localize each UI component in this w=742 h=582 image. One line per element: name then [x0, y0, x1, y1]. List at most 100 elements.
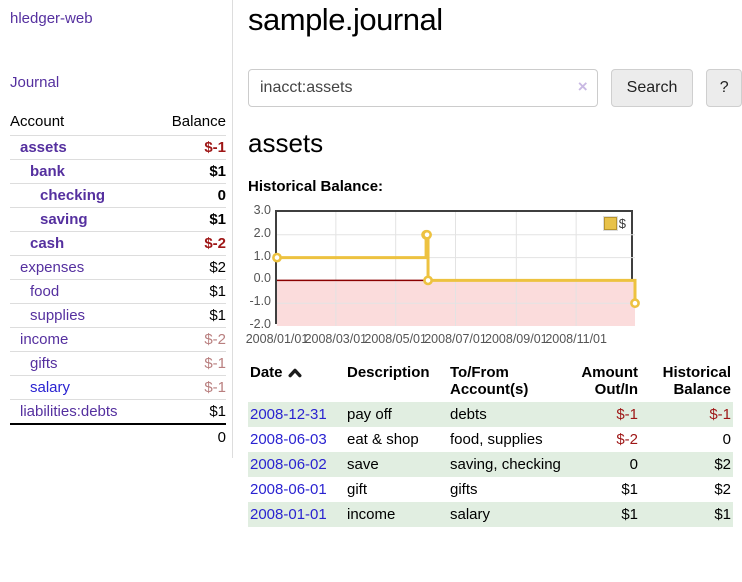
sidebar: hledger-web Journal Account Balance asse…: [0, 0, 233, 458]
account-balance: $-1: [153, 351, 226, 376]
account-balance: $1: [153, 303, 226, 328]
search-input[interactable]: [248, 69, 598, 107]
transaction-balance: $2: [714, 481, 731, 498]
account-row: cash $-2: [10, 231, 226, 256]
transaction-date-link[interactable]: 2008-12-31: [250, 406, 327, 423]
register-header-accounts: To/From Account(s): [450, 364, 529, 398]
transaction-description: gift: [347, 481, 368, 498]
x-axis-tick-label: 2008/09/01: [485, 332, 548, 346]
y-axis-tick-label: -2.0: [249, 317, 271, 331]
y-axis-tick-label: 1.0: [253, 248, 271, 263]
accounts-header-balance: Balance: [171, 113, 226, 130]
transaction-balance: 0: [722, 431, 731, 448]
chart-legend: $: [602, 216, 626, 231]
transaction-amount: $-2: [616, 431, 638, 448]
sort-ascending-icon: [288, 365, 302, 382]
transaction-balance: $1: [714, 506, 731, 523]
search-form: × Search ?: [248, 69, 742, 107]
register-table: Date Description To/From Account(s) Amou…: [248, 362, 733, 527]
account-link[interactable]: assets: [20, 139, 67, 156]
chart-title: Historical Balance:: [248, 178, 384, 195]
account-link[interactable]: food: [30, 283, 60, 300]
account-link[interactable]: checking: [40, 187, 106, 204]
transaction-date-link[interactable]: 2008-06-03: [250, 431, 327, 448]
chart-canvas: [272, 212, 640, 326]
register-header-amount: Amount Out/In: [581, 364, 638, 398]
account-row: gifts $-1: [10, 351, 226, 376]
transaction-amount: $-1: [616, 406, 638, 423]
transaction-accounts: debts: [450, 406, 487, 423]
legend-swatch: [602, 216, 618, 231]
account-balance: $-1: [153, 135, 226, 160]
account-link[interactable]: liabilities:debts: [20, 403, 118, 420]
account-row: supplies $1: [10, 303, 226, 328]
register-header-date-label: Date: [250, 364, 283, 381]
transaction-description: save: [347, 456, 379, 473]
register-header-description: Description: [347, 364, 430, 381]
transaction-date-cell: 2008-01-01: [248, 502, 345, 527]
x-axis-tick-label: 2008/03/01: [304, 332, 368, 346]
transaction-date-link[interactable]: 2008-01-01: [250, 506, 327, 523]
transaction-date-link[interactable]: 2008-06-02: [250, 456, 327, 473]
register-header-balance: Historical Balance: [662, 364, 731, 398]
transaction-row: 2008-06-02 save saving, checking 0 $2: [248, 452, 733, 477]
account-link[interactable]: income: [20, 331, 69, 348]
transaction-date-cell: 2008-06-03: [248, 427, 345, 452]
nav-journal-link[interactable]: Journal: [10, 74, 60, 91]
account-link[interactable]: expenses: [20, 259, 85, 276]
account-link[interactable]: gifts: [30, 355, 58, 372]
transaction-date-link[interactable]: 2008-06-01: [250, 481, 327, 498]
account-row: expenses $2: [10, 255, 226, 280]
register-header-date[interactable]: Date: [248, 362, 345, 402]
account-link[interactable]: saving: [40, 211, 88, 228]
account-row: checking 0: [10, 183, 226, 208]
account-balance: 0: [153, 183, 226, 208]
transaction-amount: 0: [629, 456, 638, 473]
account-row: salary $-1: [10, 375, 226, 400]
brand-link[interactable]: hledger-web: [10, 10, 93, 27]
page-title: sample.journal: [248, 2, 443, 37]
transaction-amount: $1: [621, 481, 638, 498]
account-link[interactable]: cash: [30, 235, 65, 252]
account-balance: $-1: [153, 375, 226, 400]
clear-search-icon[interactable]: ×: [577, 77, 588, 96]
account-row: food $1: [10, 279, 226, 304]
transaction-date-cell: 2008-12-31: [248, 402, 345, 427]
search-button[interactable]: Search: [610, 69, 694, 107]
accounts-total-spacer: [10, 423, 154, 450]
y-axis-tick-label: 2.0: [253, 225, 271, 240]
account-row: income $-2: [10, 327, 226, 352]
transaction-amount: $1: [621, 506, 638, 523]
account-link[interactable]: bank: [30, 163, 66, 180]
account-link[interactable]: salary: [30, 379, 71, 396]
transaction-description: eat & shop: [347, 431, 419, 448]
balance-chart: $ 3.0 2.0 1.0 0.0 -1.0 -2.0 2008/01/01 2008/03/…: [245, 203, 742, 348]
x-axis-tick-label: 2008/07/01: [424, 332, 487, 346]
transaction-row: 2008-01-01 income salary $1 $1: [248, 502, 733, 527]
transaction-accounts: saving, checking: [450, 456, 561, 473]
transaction-balance: $-1: [709, 406, 731, 423]
transaction-date-cell: 2008-06-02: [248, 452, 345, 477]
x-axis-tick-label: 2008/01/01: [245, 332, 309, 346]
y-axis-tick-label: 0.0: [253, 271, 271, 286]
chart-plot-area: $: [272, 210, 640, 326]
transaction-row: 2008-06-03 eat & shop food, supplies $-2 0: [248, 427, 733, 452]
main-content: sample.journal × Search ? assets Histori…: [245, 0, 742, 527]
accounts-header-account: Account: [10, 113, 65, 130]
y-axis-tick-label: 3.0: [253, 203, 271, 217]
account-link[interactable]: supplies: [30, 307, 86, 324]
account-row: assets $-1: [10, 135, 226, 160]
transaction-description: income: [347, 506, 396, 523]
x-axis-tick-label: 2008/05/01: [364, 332, 427, 346]
help-button[interactable]: ?: [706, 69, 742, 107]
account-balance: $-2: [153, 231, 226, 256]
account-row: liabilities:debts $1: [10, 399, 226, 424]
account-balance: $1: [153, 399, 226, 424]
transaction-accounts: food, supplies: [450, 431, 543, 448]
transaction-row: 2008-12-31 pay off debts $-1 $-1: [248, 402, 733, 427]
x-axis-tick-label: 2008/11/01: [545, 332, 607, 346]
account-heading: assets: [248, 128, 324, 158]
account-balance: $-2: [153, 327, 226, 352]
accounts-table: Account Balance assets $-1 bank $1 checking 0…: [10, 109, 226, 450]
